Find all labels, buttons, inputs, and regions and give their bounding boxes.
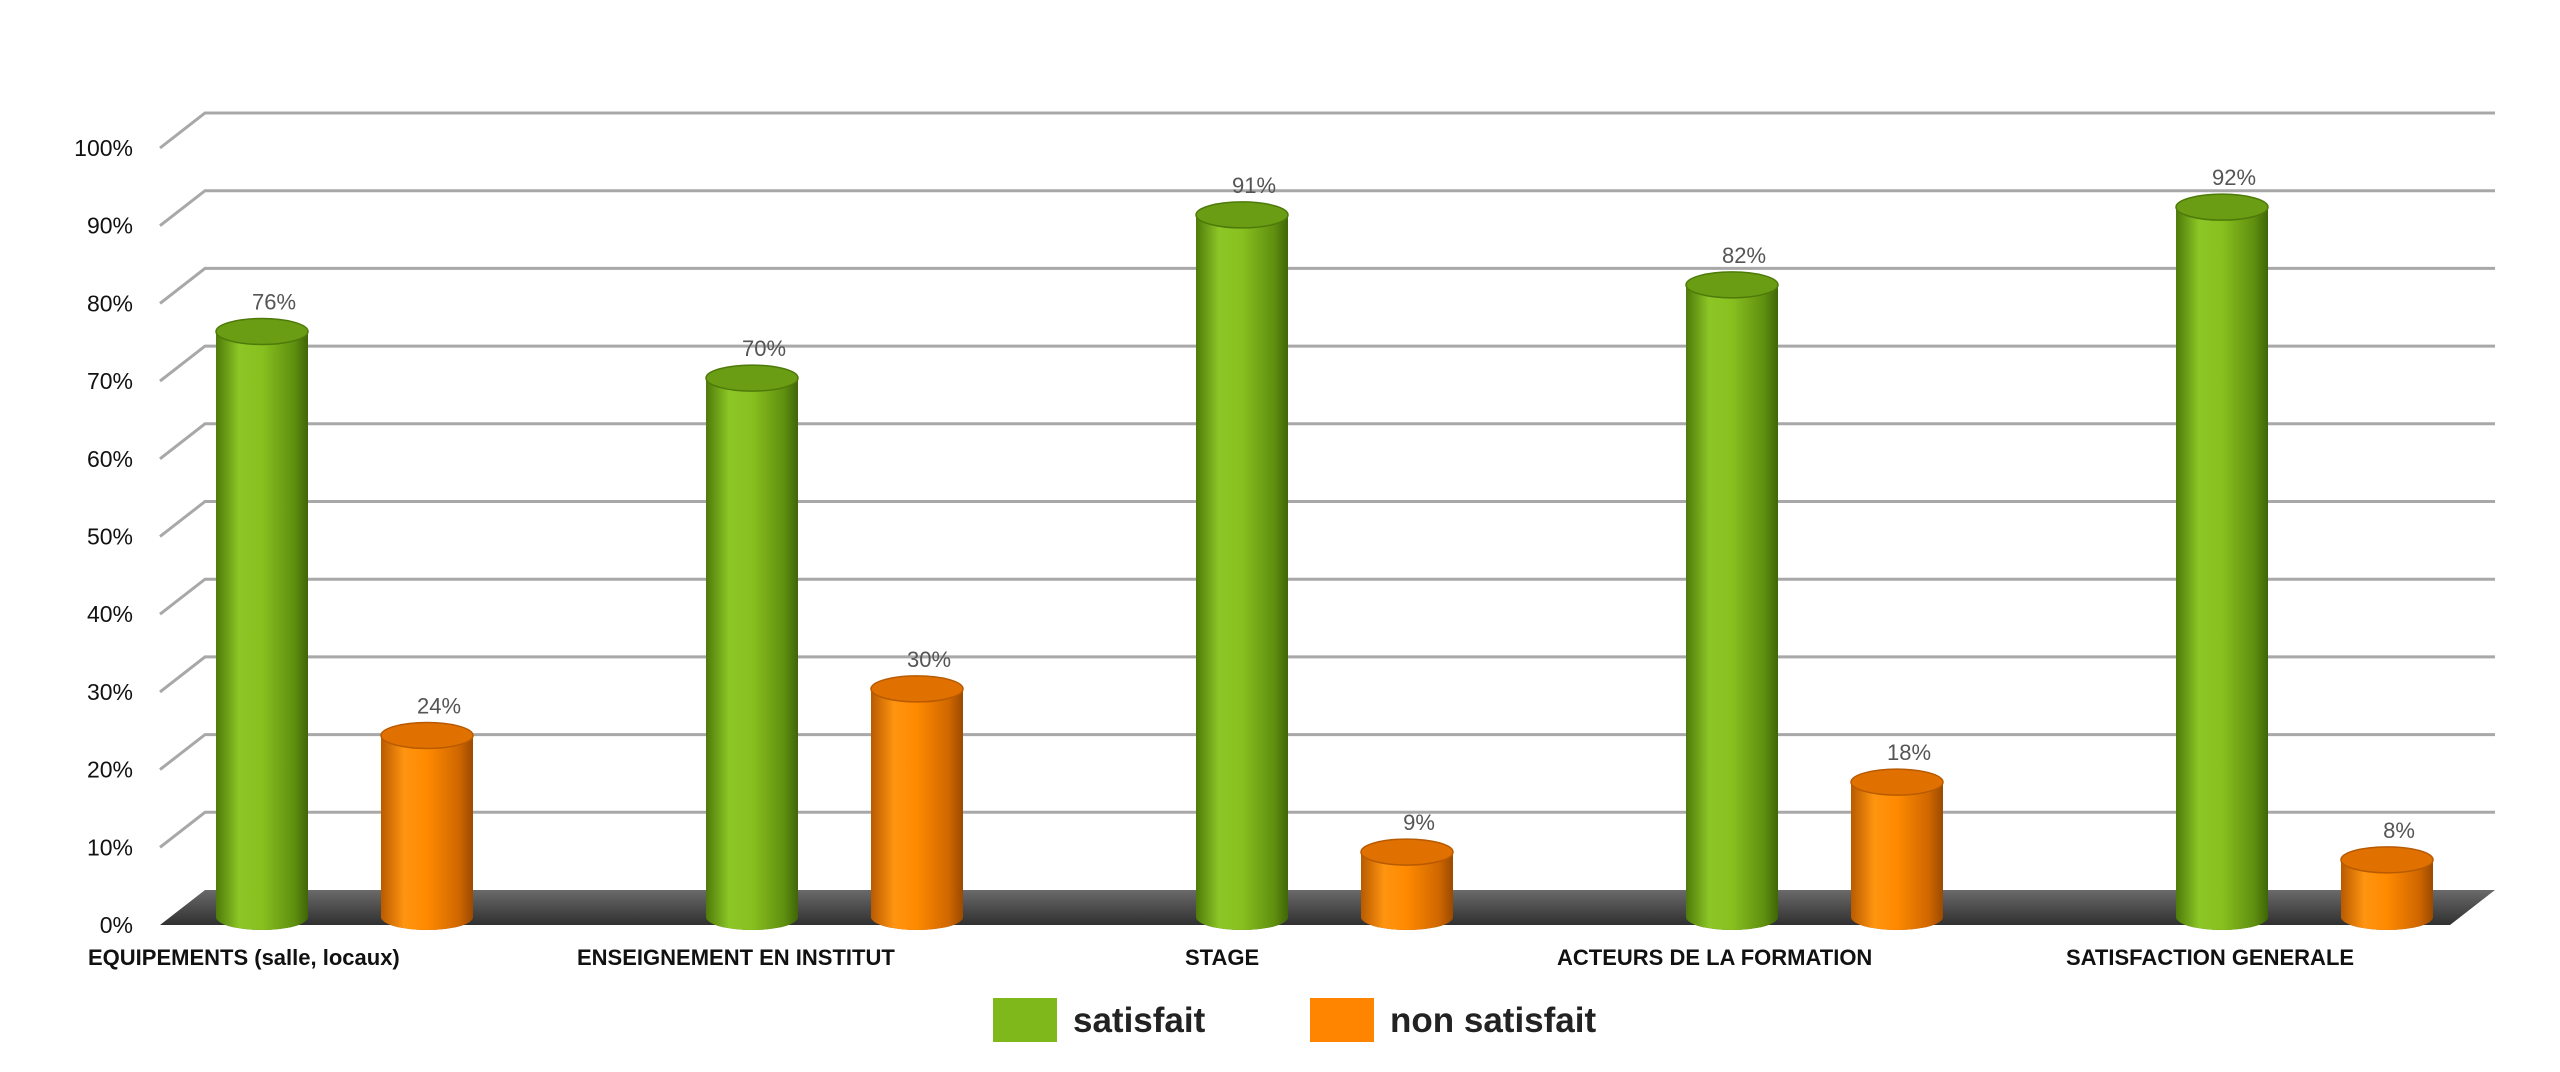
gridline [159,500,2495,538]
data-label: 91% [1232,173,1276,198]
x-category-label: SATISFACTION GENERALE [2066,945,2354,970]
bar-body [381,735,473,930]
y-tick-label: 30% [87,679,133,705]
bar-top [705,364,799,392]
y-tick-label: 60% [87,446,133,472]
bar-body [2176,207,2268,930]
data-label: 30% [907,647,951,672]
data-label: 24% [417,694,461,719]
floor [160,890,2495,925]
bar-body [216,331,308,931]
bar-body [1196,214,1288,930]
bar-top [2175,193,2269,221]
bar-body [706,378,798,931]
legend-label: non satisfait [1390,1001,1596,1040]
bar [870,675,964,930]
bar [1850,768,1944,930]
data-label: 76% [252,289,296,314]
data-label: 92% [2212,165,2256,190]
bar-body [1361,852,1453,930]
gridline [159,810,2495,849]
gridline [159,422,2495,460]
y-tick-label: 10% [87,834,133,860]
data-label: 82% [1722,243,1766,268]
gridline [159,189,2495,227]
y-tick-label: 90% [87,213,133,239]
bar [2340,846,2434,930]
x-category-label: ACTEURS DE LA FORMATION [1557,945,1872,970]
y-tick-label: 100% [74,135,133,161]
x-category-label: ENSEIGNEMENT EN INSTITUT [577,945,895,970]
y-tick-label: 20% [87,757,133,783]
legend-item: satisfait [993,998,1206,1042]
bar-body [1686,284,1778,930]
bar-body [871,688,963,930]
bar-top [1195,201,1289,229]
data-label: 18% [1887,740,1931,765]
bar [2175,193,2269,930]
gridline [159,733,2495,771]
bar-body [2341,859,2433,930]
bar-top [1685,271,1779,299]
bar-top [1360,838,1454,866]
bar [1360,838,1454,930]
gridline [159,344,2495,383]
bar-top [870,675,964,703]
grid-layer [159,111,2495,849]
data-label: 9% [1403,810,1435,835]
bar-top [1850,768,1944,796]
y-axis-ticks: 0% 10% 20% 30% 40% 50% 60% 70% 80% 90% 100% [74,135,133,938]
gridline [159,655,2495,694]
legend: satisfait non satisfait [993,998,1596,1042]
y-tick-label: 50% [87,524,133,550]
floor-layer [160,890,2495,925]
y-tick-label: 40% [87,601,133,627]
bar [215,317,309,931]
bar-top [215,317,309,346]
y-tick-label: 0% [100,912,133,938]
data-label: 8% [2383,818,2415,843]
legend-swatch [993,998,1057,1042]
legend-label: satisfait [1073,1001,1206,1040]
data-label: 70% [742,336,786,361]
bar-top [2340,846,2434,874]
y-tick-label: 70% [87,368,133,394]
legend-swatch [1310,998,1374,1042]
bar [1685,271,1779,930]
bar [705,364,799,931]
x-category-label: EQUIPEMENTS (salle, locaux) [88,945,400,970]
bar-body [1851,782,1943,930]
x-axis-categories: EQUIPEMENTS (salle, locaux) ENSEIGNEMENT … [88,945,2354,970]
gridline [159,577,2495,616]
bar [380,721,474,930]
gridline [159,111,2495,150]
x-category-label: STAGE [1185,945,1259,970]
y-tick-label: 80% [87,290,133,316]
data-labels: 76% 24% 70% 30% 91% 9% 82% 18% 92% 8% [252,165,2415,843]
legend-item: non satisfait [1310,998,1596,1042]
gridline [159,266,2495,305]
bar [1195,201,1289,930]
bars-layer [215,193,2434,931]
bar-top [380,721,474,750]
